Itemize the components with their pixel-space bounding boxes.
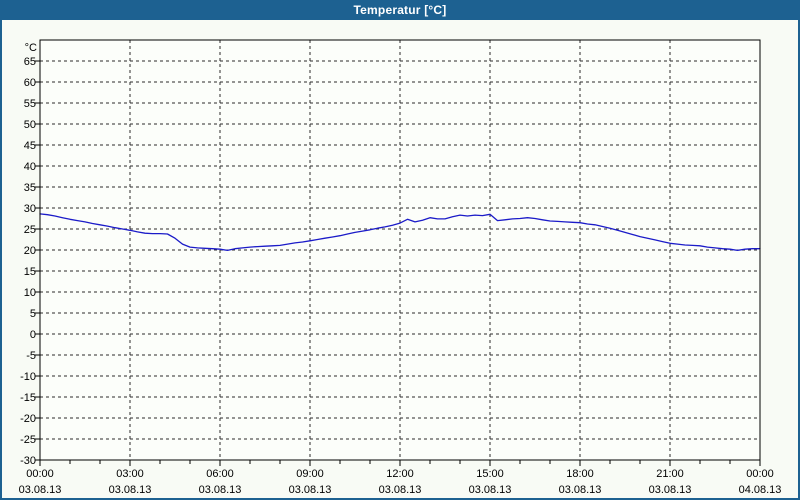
x-time-label: 21:00 [656, 468, 684, 480]
svg-text:10: 10 [24, 287, 36, 299]
window-border-right [798, 20, 800, 500]
axis-ticks [35, 60, 761, 466]
x-date-label: 03.08.13 [19, 484, 62, 496]
gridlines [40, 40, 760, 460]
y-axis-labels: 65605550454035302520151050-5-10-15-20-25… [20, 42, 37, 467]
x-date-label: 03.08.13 [109, 484, 152, 496]
x-time-label: 09:00 [296, 468, 324, 480]
x-date-label: 04.08.13 [739, 484, 782, 496]
svg-text:5: 5 [30, 308, 36, 320]
svg-text:0: 0 [30, 329, 36, 341]
svg-text:45: 45 [24, 140, 36, 152]
svg-text:-10: -10 [20, 371, 36, 383]
x-date-label: 03.08.13 [379, 484, 422, 496]
x-date-label: 03.08.13 [199, 484, 242, 496]
window-title: Temperatur [°C] [353, 3, 447, 17]
svg-text:-25: -25 [20, 434, 36, 446]
x-time-label: 12:00 [386, 468, 414, 480]
x-time-label: 00:00 [26, 468, 54, 480]
svg-text:20: 20 [24, 245, 36, 257]
x-time-label: 00:00 [746, 468, 774, 480]
y-unit-label: °C [25, 42, 37, 54]
x-time-label: 06:00 [206, 468, 234, 480]
x-date-label: 03.08.13 [559, 484, 602, 496]
svg-text:-20: -20 [20, 413, 36, 425]
svg-text:35: 35 [24, 182, 36, 194]
window-border-bottom [0, 498, 800, 500]
x-time-label: 18:00 [566, 468, 594, 480]
svg-text:-5: -5 [26, 350, 36, 362]
svg-text:40: 40 [24, 161, 36, 173]
x-axis-labels: 00:00 03.08.13 03:00 03.08.13 06:00 03.08.13 0… [19, 468, 782, 496]
svg-text:50: 50 [24, 119, 36, 131]
x-time-label: 15:00 [476, 468, 504, 480]
x-time-label: 03:00 [116, 468, 144, 480]
svg-text:15: 15 [24, 266, 36, 278]
x-date-label: 03.08.13 [469, 484, 512, 496]
svg-text:-30: -30 [20, 455, 36, 467]
temperature-line [39, 213, 761, 252]
x-date-label: 03.08.13 [289, 484, 332, 496]
svg-text:-15: -15 [20, 392, 36, 404]
window-border-left [0, 20, 2, 500]
x-date-label: 03.08.13 [649, 484, 692, 496]
window-titlebar[interactable]: Temperatur [°C] [0, 0, 800, 20]
svg-text:60: 60 [24, 77, 36, 89]
svg-text:65: 65 [24, 56, 36, 68]
svg-text:30: 30 [24, 203, 36, 215]
svg-text:25: 25 [24, 224, 36, 236]
svg-text:55: 55 [24, 98, 36, 110]
